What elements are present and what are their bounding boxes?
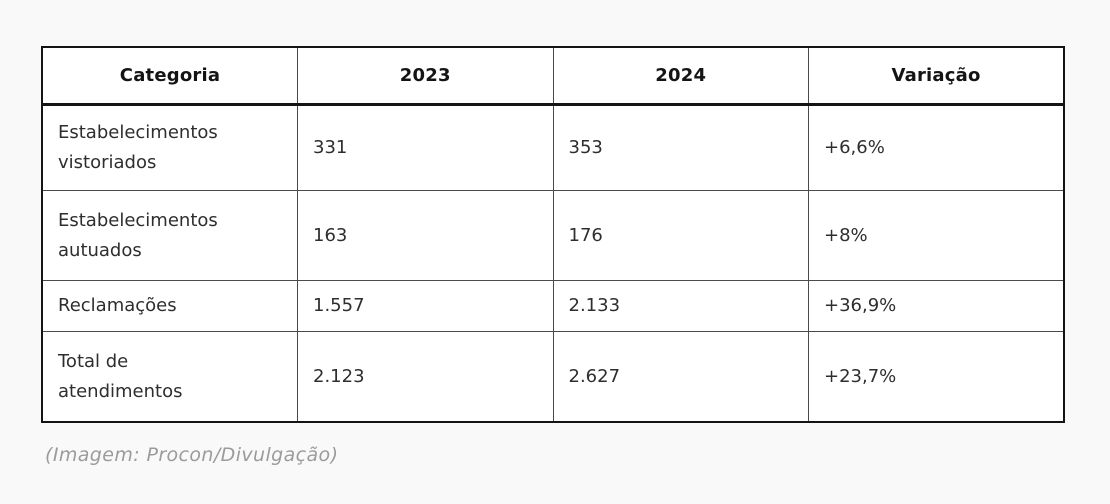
table-row: Estabelecimentos autuados 163 176 +8% <box>41 190 1065 281</box>
column-header-2024: 2024 <box>552 46 809 106</box>
value-2023-cell: 331 <box>297 104 554 191</box>
table-body: Estabelecimentos vistoriados 331 353 +6,… <box>41 104 1065 423</box>
category-cell: Total de atendimentos <box>41 331 298 423</box>
value-2024-cell: 2.627 <box>552 331 809 423</box>
value-2023-cell: 1.557 <box>297 280 554 332</box>
value-2024-cell: 176 <box>552 190 809 281</box>
table-row: Estabelecimentos vistoriados 331 353 +6,… <box>41 104 1065 191</box>
variation-cell: +36,9% <box>808 280 1065 332</box>
variation-cell: +6,6% <box>808 104 1065 191</box>
column-header-2023: 2023 <box>297 46 554 106</box>
header-row: Categoria 2023 2024 Variação <box>41 46 1065 106</box>
category-cell: Reclamações <box>41 280 298 332</box>
category-cell: Estabelecimentos vistoriados <box>41 104 298 191</box>
table-row: Reclamações 1.557 2.133 +36,9% <box>41 280 1065 332</box>
column-header-categoria: Categoria <box>41 46 298 106</box>
table-row: Total de atendimentos 2.123 2.627 +23,7% <box>41 331 1065 423</box>
value-2023-cell: 2.123 <box>297 331 554 423</box>
image-credit-caption: (Imagem: Procon/Divulgação) <box>45 444 339 466</box>
statistics-table: Categoria 2023 2024 Variação Estabelecim… <box>41 46 1065 423</box>
table-header: Categoria 2023 2024 Variação <box>41 46 1065 106</box>
category-cell: Estabelecimentos autuados <box>41 190 298 281</box>
variation-cell: +23,7% <box>808 331 1065 423</box>
value-2024-cell: 353 <box>552 104 809 191</box>
value-2024-cell: 2.133 <box>552 280 809 332</box>
column-header-variacao: Variação <box>808 46 1065 106</box>
variation-cell: +8% <box>808 190 1065 281</box>
value-2023-cell: 163 <box>297 190 554 281</box>
